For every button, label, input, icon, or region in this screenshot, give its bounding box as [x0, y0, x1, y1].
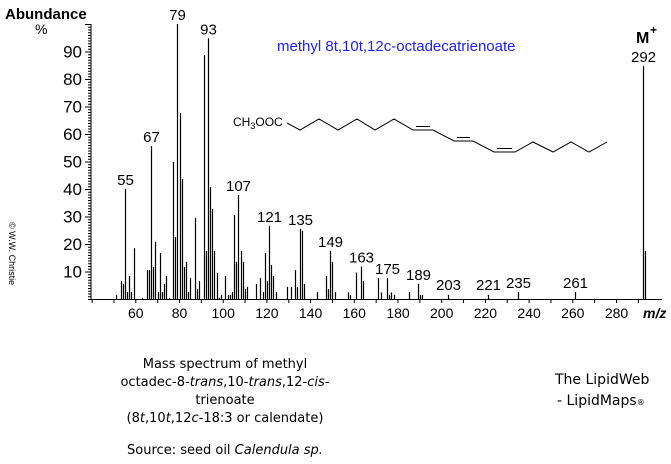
caption-segment: Source: seed oil	[127, 443, 235, 458]
peak-label-79: 79	[169, 7, 186, 24]
caption-segment: (8	[126, 411, 140, 426]
x-axis-label: m/z	[643, 305, 666, 321]
x-tick-label: 280	[605, 305, 629, 321]
y-tick-label: 70	[63, 98, 82, 117]
brand-line-1: The LipidWeb	[555, 372, 650, 388]
caption-segment: trans	[189, 375, 224, 390]
caption-segment: ,10-	[223, 375, 249, 390]
caption-segment: ,12	[170, 411, 192, 426]
y-axis-label: Abundance	[5, 6, 87, 23]
caption-source: Source: seed oil Calendula sp.	[95, 442, 355, 460]
caption-segment: ,10	[145, 411, 166, 426]
brand-line-2-text: - LipidMaps	[557, 393, 637, 409]
x-tick-label: 80	[172, 305, 188, 321]
caption-line-2: octadec-8-trans,10-trans,12-cis-trienoat…	[95, 374, 355, 410]
caption-line-1: Mass spectrum of methyl	[95, 356, 355, 374]
y-tick-label: 90	[63, 43, 82, 62]
caption-segment: ,12-	[281, 375, 308, 390]
caption: Mass spectrum of methyl octadec-8-trans,…	[95, 356, 355, 460]
x-tick-label: 160	[343, 305, 367, 321]
peak-label-107: 107	[226, 178, 251, 195]
peak-label-203: 203	[436, 277, 461, 294]
caption-segment: -18:3 or calendate)	[198, 411, 324, 426]
y-axis-unit: %	[35, 21, 47, 37]
structure-head-label: CH3OOC	[233, 115, 283, 131]
peak-label-149: 149	[318, 234, 343, 251]
molecular-ion-m: M	[636, 30, 649, 47]
x-tick-label: 120	[255, 305, 279, 321]
brand-registered-mark: ®	[636, 398, 645, 407]
mass-spectrum-chart: Abundance % methyl 8t,10t,12c-octadecatr…	[5, 6, 666, 321]
caption-segment: Calendula sp.	[234, 443, 323, 458]
x-tick-label: 200	[430, 305, 454, 321]
caption-line-3: (8t,10t,12c-18:3 or calendate)	[95, 410, 355, 428]
structure-diagram: CH3OOC	[233, 115, 608, 153]
x-tick-label: 240	[517, 305, 541, 321]
x-tick-label: 60	[128, 305, 144, 321]
caption-segment: cis	[307, 375, 325, 390]
y-tick-label: 80	[63, 70, 82, 89]
peak-label-175: 175	[375, 261, 400, 278]
chart-title: methyl 8t,10t,12c-octadecatrienoate	[277, 38, 515, 55]
peak-label-135: 135	[288, 212, 313, 229]
y-tick-label: 50	[63, 153, 82, 172]
brand-line-2: - LipidMaps®	[555, 391, 649, 413]
caption-segment: t	[139, 411, 145, 426]
peak-label-261: 261	[563, 275, 588, 292]
y-tick-label: 30	[63, 208, 82, 227]
x-tick-label: 220	[474, 305, 498, 321]
molecular-ion-label: M +	[636, 23, 657, 47]
axes: 10 20 30 40 50 60 70 80 90 60 80 100 120 140 160 180 200…	[63, 24, 662, 321]
caption-segment: octadec-8-	[120, 375, 190, 390]
peak-label-163: 163	[349, 250, 374, 267]
caption-segment: t	[165, 411, 171, 426]
y-tick-label: 20	[63, 235, 82, 254]
carbon-chain	[286, 118, 608, 153]
x-tick-label: 140	[299, 305, 323, 321]
copyright: © W.W. Christie	[7, 222, 17, 285]
peak-label-121: 121	[257, 209, 282, 226]
caption-segment: Mass spectrum of methyl	[142, 357, 308, 372]
x-tick-label: 260	[561, 305, 585, 321]
peak-label-235: 235	[506, 275, 531, 292]
x-tick-label: 180	[386, 305, 410, 321]
y-tick-label: 40	[63, 180, 82, 199]
peak-label-93: 93	[200, 21, 217, 38]
peaks	[115, 24, 647, 299]
y-tick-label: 10	[63, 263, 82, 282]
y-tick-label: 60	[63, 125, 82, 144]
peak-label-67: 67	[143, 129, 160, 146]
caption-segment: c	[191, 411, 199, 426]
molecular-ion-sup: +	[650, 23, 657, 37]
caption-segment: trans	[248, 375, 282, 390]
peak-label-55: 55	[117, 172, 134, 189]
peak-label-189: 189	[406, 267, 431, 284]
caption-segment: -trienoate	[195, 375, 330, 408]
peak-label-292: 292	[631, 49, 656, 66]
peak-label-221: 221	[476, 277, 501, 294]
x-tick-label: 100	[212, 305, 236, 321]
brand: The LipidWeb - LipidMaps®	[555, 370, 649, 413]
